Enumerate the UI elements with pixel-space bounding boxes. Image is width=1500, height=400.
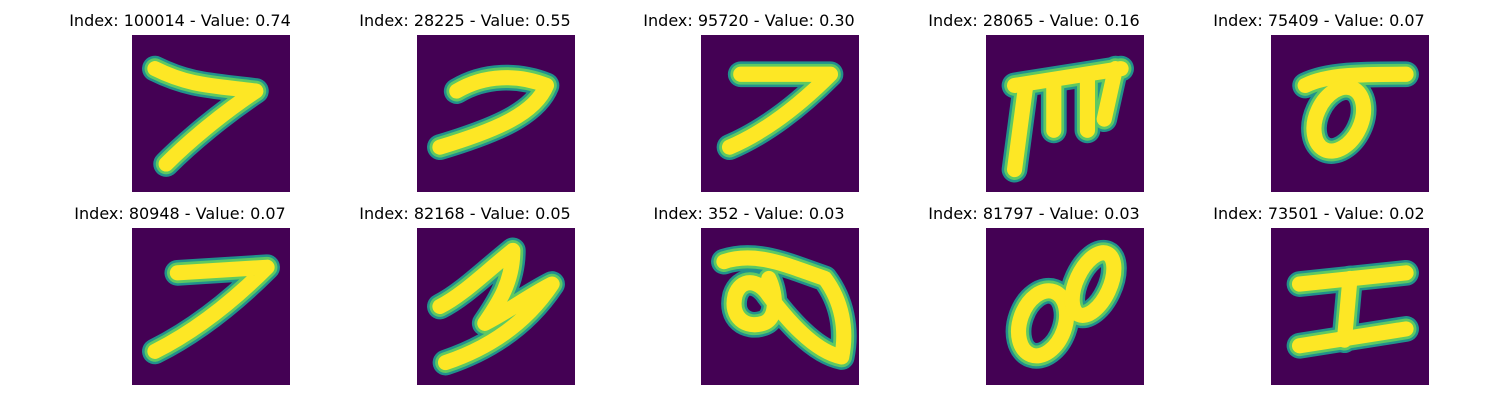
digit-image bbox=[986, 228, 1144, 385]
cell-title: Index: 352 - Value: 0.03 bbox=[653, 204, 845, 223]
cell-title: Index: 28225 - Value: 0.55 bbox=[359, 11, 571, 30]
grid-cell-2: Index: 28225 - Value: 0.55 bbox=[315, 0, 615, 200]
grid-cell-6: Index: 80948 - Value: 0.07 bbox=[30, 193, 330, 393]
grid-cell-4: Index: 28065 - Value: 0.16 bbox=[884, 0, 1184, 200]
digit-image bbox=[986, 35, 1144, 192]
grid-cell-10: Index: 73501 - Value: 0.02 bbox=[1169, 193, 1469, 393]
grid-cell-9: Index: 81797 - Value: 0.03 bbox=[884, 193, 1184, 393]
grid-cell-8: Index: 352 - Value: 0.03 bbox=[599, 193, 899, 393]
cell-title: Index: 73501 - Value: 0.02 bbox=[1213, 204, 1425, 223]
eight-sideways-icon bbox=[1005, 239, 1127, 369]
digit-image bbox=[1271, 35, 1429, 192]
digit-image bbox=[417, 35, 575, 192]
seven-icon bbox=[716, 61, 844, 161]
grid-cell-3: Index: 95720 - Value: 0.30 bbox=[599, 0, 899, 200]
cell-title: Index: 75409 - Value: 0.07 bbox=[1213, 11, 1425, 30]
grid-cell-1: Index: 100014 - Value: 0.74 bbox=[30, 0, 330, 200]
i-glyph-icon bbox=[1286, 259, 1419, 359]
digit-image bbox=[701, 35, 859, 192]
grid-cell-7: Index: 82168 - Value: 0.05 bbox=[315, 193, 615, 393]
seven-curved-icon bbox=[427, 64, 560, 161]
cell-title: Index: 95720 - Value: 0.30 bbox=[643, 11, 855, 30]
digit-image bbox=[417, 228, 575, 385]
cell-title: Index: 80948 - Value: 0.07 bbox=[74, 204, 286, 223]
m-glyph-icon bbox=[1001, 55, 1134, 183]
cell-title: Index: 28065 - Value: 0.16 bbox=[928, 11, 1140, 30]
grid-cell-5: Index: 75409 - Value: 0.07 bbox=[1169, 0, 1469, 200]
cell-title: Index: 100014 - Value: 0.74 bbox=[69, 11, 291, 30]
cell-title: Index: 82168 - Value: 0.05 bbox=[359, 204, 571, 223]
sigma-glyph-icon bbox=[1292, 61, 1419, 164]
digit-image bbox=[1271, 228, 1429, 385]
cell-title: Index: 81797 - Value: 0.03 bbox=[928, 204, 1140, 223]
z-glyph-icon bbox=[427, 237, 565, 376]
digit-image bbox=[132, 35, 290, 192]
seven-slanted-icon bbox=[142, 55, 269, 177]
loop-glyph-icon bbox=[711, 245, 857, 370]
digit-image bbox=[701, 228, 859, 385]
digit-image bbox=[132, 228, 290, 385]
seven-icon bbox=[142, 254, 280, 365]
